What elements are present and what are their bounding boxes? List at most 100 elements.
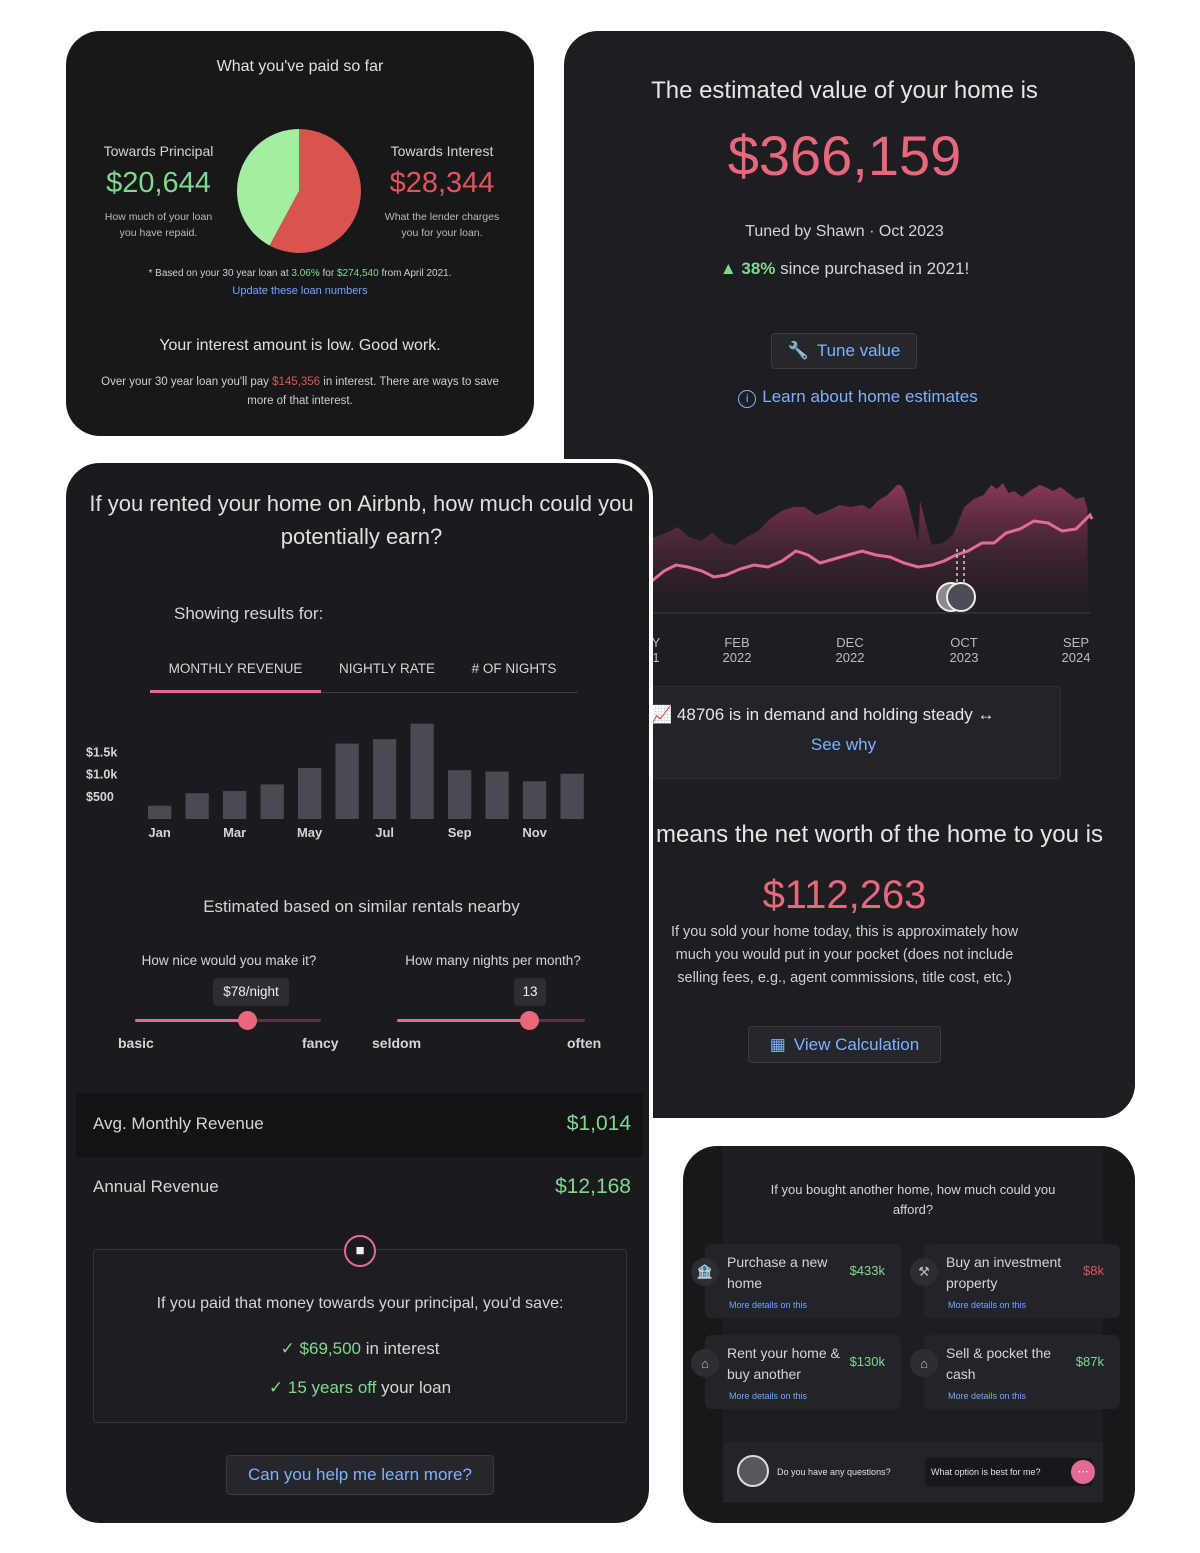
tuned-by: Tuned by Shawn · Oct 2023 — [745, 223, 944, 240]
savings-years: ✓ 15 years off your loan — [268, 1378, 452, 1397]
x-tick-label: May — [297, 825, 323, 840]
calculator-icon: ▦ — [769, 1034, 786, 1054]
airbnb-title: If you rented your home on Airbnb, how m… — [89, 491, 634, 549]
x-tick-label: Jul — [375, 825, 394, 840]
revenue-bar-dec[interactable] — [560, 773, 584, 819]
demand-text: 📈 48706 is in demand and holding steady … — [651, 705, 995, 724]
nice-min-label: basic — [118, 1035, 154, 1051]
house-icon: ⌂ — [691, 1349, 719, 1377]
see-why-link[interactable]: See why — [810, 735, 877, 754]
y-tick-label: $1.0k — [86, 768, 117, 782]
help-learn-more-button[interactable]: Can you help me learn more? — [226, 1455, 494, 1495]
interest-value: $28,344 — [389, 167, 495, 199]
nights-slider-track[interactable] — [397, 1011, 585, 1030]
nights-label: How many nights per month? — [405, 953, 581, 968]
x-tick-3: OCT 2023 — [949, 635, 979, 665]
tools-icon: ⚒ — [910, 1258, 938, 1286]
chat-bar: Do you have any questions? What option i… — [723, 1442, 1103, 1502]
chat-question: Do you have any questions? — [777, 1467, 891, 1477]
check-circle-icon: ✓ — [268, 1378, 284, 1397]
steady-arrows-icon: ↔ — [977, 705, 995, 724]
check-circle-icon: ✓ — [280, 1339, 295, 1358]
airbnb-tabs: MONTHLY REVENUE NIGHTLY RATE # OF NIGHTS — [150, 657, 578, 693]
monthly-revenue-chart: $500 $1.0k $1.5k Jan Mar May Jul Sep Nov — [86, 723, 584, 840]
airbnb-card: If you rented your home on Airbnb, how m… — [62, 459, 653, 1527]
afford-title: If you bought another home, how much cou… — [770, 1182, 1056, 1217]
nights-max-label: often — [567, 1035, 602, 1051]
savings-box: If you paid that money towards your prin… — [93, 1249, 627, 1423]
networth-title: means the net worth of the home to you i… — [656, 821, 1103, 848]
revenue-bar-mar[interactable] — [223, 791, 247, 819]
nice-slider-track[interactable] — [135, 1011, 321, 1030]
nice-slider-thumb[interactable] — [237, 1011, 257, 1030]
savings-title: If you paid that money towards your prin… — [156, 1295, 564, 1312]
x-tick-label: Nov — [522, 825, 547, 840]
option-purchase-new-home[interactable]: 🏦 Purchase a new home $433k More details… — [691, 1244, 901, 1318]
principal-desc: How much of your loan you have repaid. — [104, 211, 213, 239]
revenue-bar-jun[interactable] — [335, 743, 359, 819]
revenue-bar-nov[interactable] — [523, 781, 547, 819]
value-change: ▲ 38% since purchased in 2021! — [719, 259, 970, 278]
demand-box: 📈 48706 is in demand and holding steady … — [624, 686, 1061, 779]
info-icon: i — [738, 390, 757, 408]
x-tick-label: Jan — [148, 825, 170, 840]
revenue-bar-jan[interactable] — [148, 805, 172, 819]
networth-desc: If you sold your home today, this is app… — [670, 924, 1019, 986]
home-value-chart — [564, 483, 1094, 614]
nice-slider-fill — [135, 1019, 247, 1022]
tab-monthly-revenue[interactable]: MONTHLY REVENUE — [150, 661, 321, 693]
chart-icon: 📈 — [651, 705, 673, 724]
networth-value: $112,263 — [762, 873, 927, 917]
x-tick-4: SEP 2024 — [1061, 635, 1091, 665]
loan-note: * Based on your 30 year loan at 3.06% fo… — [148, 268, 452, 279]
tune-value-button[interactable]: 🔧 Tune value — [771, 333, 917, 369]
bank-icon: 🏦 — [691, 1258, 719, 1286]
learn-estimates-link[interactable]: i Learn about home estimates — [564, 387, 1135, 408]
home-value-title: The estimated value of your home is — [651, 77, 1038, 104]
nights-slider-thumb[interactable] — [519, 1011, 539, 1030]
avg-revenue-value: $1,014 — [566, 1112, 631, 1135]
paid-so-far-card: What you've paid so far Towards Principa… — [66, 31, 534, 436]
annual-revenue-label: Annual Revenue — [93, 1177, 219, 1196]
home-value-line — [651, 512, 1094, 583]
option-buy-investment-property[interactable]: ⚒ Buy an investment property $8k More de… — [910, 1244, 1120, 1318]
avatar-marker-2[interactable] — [946, 582, 976, 612]
avg-revenue-label: Avg. Monthly Revenue — [93, 1114, 264, 1133]
x-tick-label: Sep — [448, 825, 472, 840]
view-calculation-button[interactable]: ▦ View Calculation — [748, 1026, 941, 1063]
update-loan-link[interactable]: Update these loan numbers — [232, 285, 368, 297]
nice-max-label: fancy — [302, 1035, 339, 1051]
interest-headline: Your interest amount is low. Good work. — [159, 337, 441, 354]
nights-value-badge: 13 — [514, 978, 546, 1006]
robot-icon: ■ — [344, 1235, 376, 1267]
option-sell-and-pocket-cash[interactable]: ⌂ Sell & pocket the cash $87k More detai… — [910, 1335, 1120, 1409]
revenue-bar-jul[interactable] — [373, 739, 397, 819]
interest-desc: What the lender charges you for your loan… — [384, 211, 500, 239]
tab-number-of-nights[interactable]: # OF NIGHTS — [471, 661, 557, 676]
principal-label: Towards Principal — [103, 143, 214, 159]
revenue-bar-sep[interactable] — [448, 770, 472, 819]
interest-summary: Over your 30 year loan you'll pay $145,3… — [101, 376, 499, 407]
y-tick-label: $1.5k — [86, 745, 117, 759]
nights-min-label: seldom — [372, 1035, 422, 1051]
home-value-card: The estimated value of your home is $366… — [564, 31, 1135, 1118]
principal-value: $20,644 — [106, 167, 211, 199]
showing-results-label: Showing results for: — [174, 604, 324, 623]
revenue-bar-aug[interactable] — [410, 723, 434, 819]
tab-nightly-rate[interactable]: NIGHTLY RATE — [338, 661, 436, 676]
advisor-avatar — [737, 1455, 769, 1487]
revenue-bar-apr[interactable] — [260, 784, 284, 819]
paid-pie-chart — [237, 129, 361, 253]
revenue-bar-may[interactable] — [298, 768, 322, 819]
savings-interest: ✓ $69,500 in interest — [280, 1339, 440, 1358]
x-tick-1: FEB 2022 — [722, 635, 752, 665]
chat-bubble-icon[interactable]: ⋯ — [1071, 1460, 1095, 1484]
option-rent-and-buy-another[interactable]: ⌂ Rent your home & buy another $130k Mor… — [691, 1335, 901, 1409]
y-tick-label: $500 — [86, 790, 114, 804]
chat-option-chip[interactable]: What option is best for me? ⋯ — [925, 1458, 1095, 1486]
revenue-bar-oct[interactable] — [485, 771, 509, 819]
estimated-note: Estimated based on similar rentals nearb… — [203, 897, 520, 916]
paid-title: What you've paid so far — [216, 58, 384, 75]
revenue-bar-feb[interactable] — [185, 793, 209, 819]
